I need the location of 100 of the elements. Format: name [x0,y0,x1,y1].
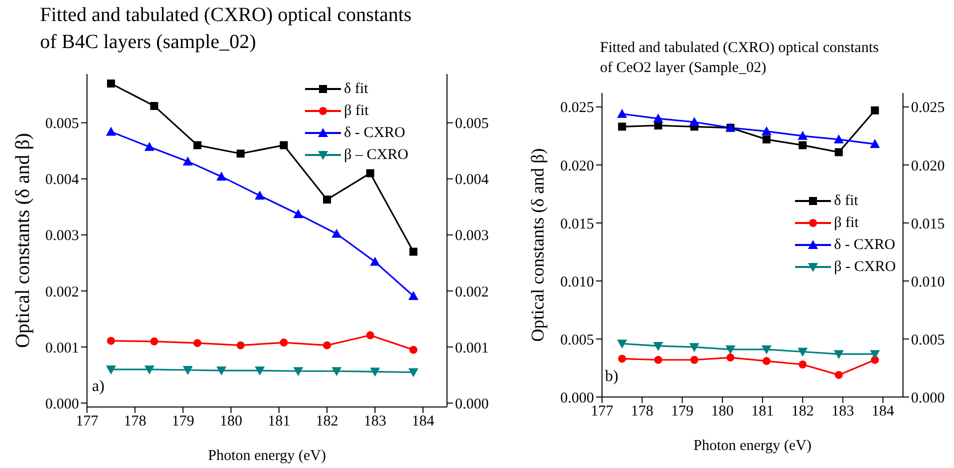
point [618,354,626,363]
point [332,228,342,238]
x-tick-label: 180 [711,404,734,420]
point [798,360,807,369]
point [150,337,158,346]
y2-tick-label: 0.025 [911,100,945,116]
y-tick-label: 0.000 [560,390,594,406]
point [370,368,380,377]
x-tick-label: 180 [220,414,242,430]
x-tick-label: 177 [590,404,614,420]
point [409,346,418,354]
point [408,291,418,300]
point [762,345,772,354]
point [106,365,116,374]
y2-tick-label: 0.002 [455,284,489,300]
point [689,117,700,126]
y2-tick-label: 0.020 [911,158,945,174]
point [323,341,331,350]
point [798,130,808,140]
point [870,350,880,360]
point [107,80,115,88]
legend-label: β fit [834,214,859,233]
y2-tick-label: 0.010 [911,274,945,290]
point [106,126,116,136]
point [870,106,879,114]
y-tick-label: 0.000 [45,396,79,412]
x-tick-label: 177 [76,414,99,430]
y-axis-title: Optical constants (δ and β) [12,132,34,348]
x-axis-title: Photon energy (eV) [693,438,812,454]
x-tick-label: 181 [751,404,774,420]
chart-title: Fitted and tabulated (CXRO) optical constants of CeO2 layer (Sample_02) [600,39,879,78]
y2-tick-label: 0.003 [455,228,489,244]
x-tick-label: 182 [316,414,338,430]
legend-label: δ - CXRO [834,236,896,255]
point [654,356,662,364]
point [726,354,734,362]
y-tick-label: 0.001 [45,340,79,356]
x-tick-label: 183 [364,414,386,430]
point [366,331,374,340]
x-tick-label: 178 [630,404,654,420]
y2-tick-label: 0.000 [455,396,489,412]
point [798,141,807,150]
point [408,368,418,378]
point [618,122,626,131]
legend-label: β – CXRO [344,146,408,165]
point [193,141,202,150]
legend-label: δ fit [834,192,858,211]
y-axis-title: Optical constants (δ and β) [527,148,548,342]
x-tick-label: 178 [124,414,146,430]
x-tick-label: 181 [268,414,290,430]
y-tick-label: 0.003 [45,228,79,244]
point [870,139,880,148]
point [216,172,226,181]
point [107,336,115,345]
legend-label: β fit [344,102,369,121]
x-tick-label: 184 [872,404,895,420]
x-tick-label: 179 [671,404,694,420]
point [144,142,154,151]
chart-title: Fitted and tabulated (CXRO) optical constants of B4C layers (sample_02) [40,3,412,55]
point [293,209,304,218]
point [366,169,374,178]
point [144,365,154,374]
point [834,370,843,379]
point [617,108,628,118]
point [762,126,772,136]
y2-tick-label: 0.004 [455,172,490,188]
point [798,348,808,357]
point [332,367,342,376]
y2-tick-label: 0.005 [911,332,945,348]
point [254,190,265,200]
x-tick-label: 184 [412,414,435,430]
point [280,338,288,347]
point [690,356,698,364]
point [617,340,628,349]
point [150,102,158,110]
annotation: a) [92,378,104,396]
point [762,135,771,144]
point [182,156,193,166]
point [834,134,844,144]
x-tick-label: 182 [791,404,814,420]
x-tick-label: 179 [172,414,194,430]
legend-label: β - CXRO [834,258,896,277]
point [216,366,226,376]
legend-label: δ - CXRO [344,124,406,143]
y-tick-label: 0.004 [45,172,80,188]
point [653,342,664,351]
y2-tick-label: 0.015 [911,216,945,232]
point [193,339,202,348]
x-tick-label: 183 [832,404,854,420]
y-tick-label: 0.002 [45,284,79,300]
point [236,341,245,350]
y-tick-label: 0.010 [560,274,594,290]
y2-tick-label: 0.005 [455,116,489,132]
y-tick-label: 0.005 [45,116,79,132]
point [409,248,418,256]
point [834,350,844,360]
y-tick-label: 0.020 [560,158,594,174]
point [834,148,843,156]
point [653,114,664,123]
point [323,196,331,204]
